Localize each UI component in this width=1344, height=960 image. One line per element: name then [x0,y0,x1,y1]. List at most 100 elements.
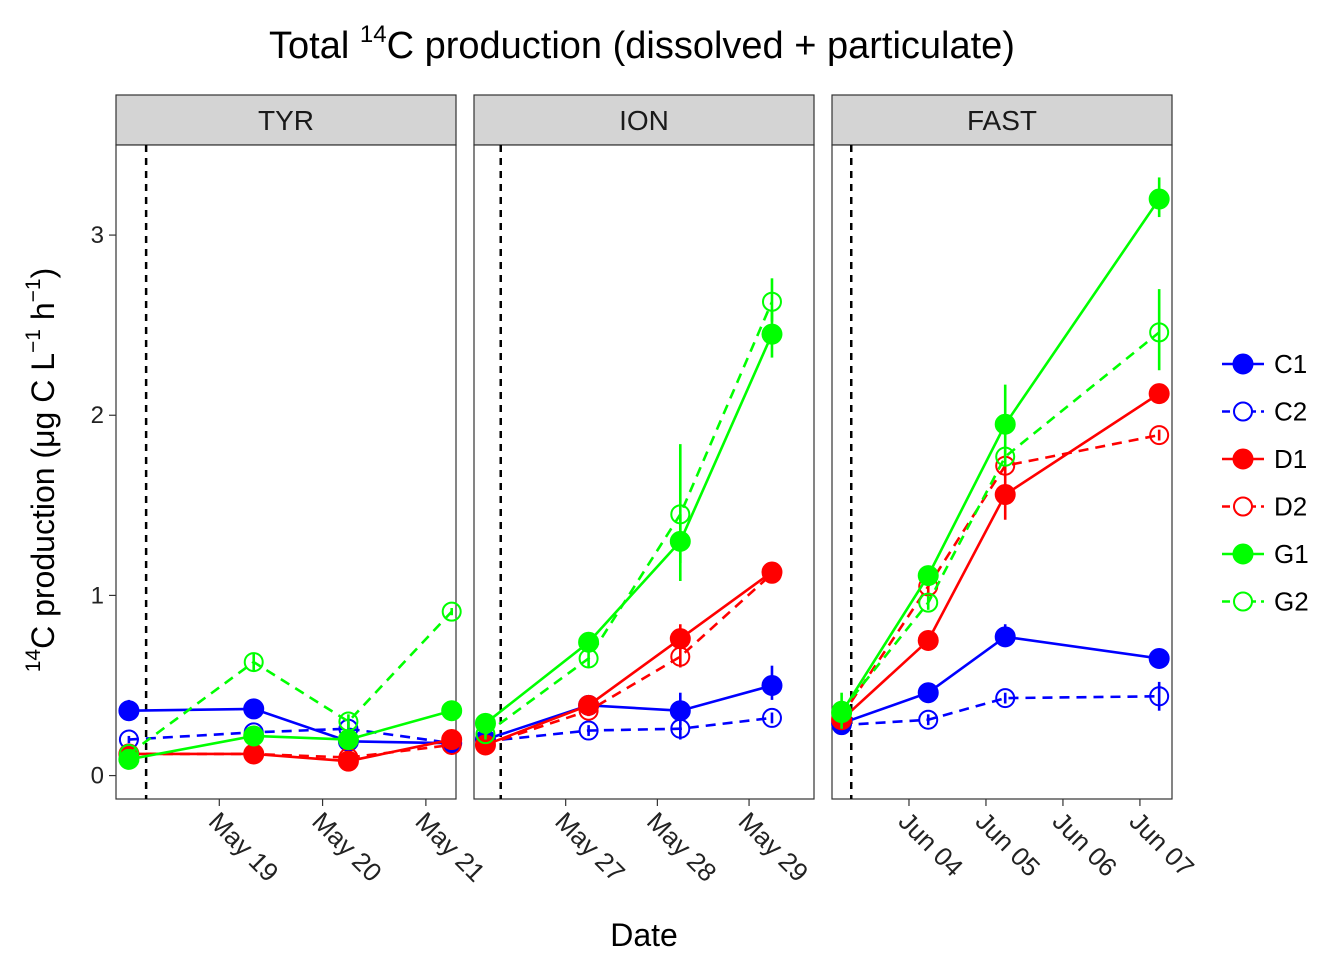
data-point [669,700,691,722]
data-point [761,674,783,696]
x-tick-label: May 19 [203,806,285,888]
facet-strip-label: FAST [967,105,1037,136]
legend-item-c2: C2 [1222,397,1307,427]
chart-title: Total 14C production (dissolved + partic… [269,21,1015,67]
facet-panels: TYR 0 1 2 3 May 19 May 20 May 21 ION May 27 May 28… [91,94,1200,888]
data-point [761,291,782,312]
x-tick-label: May 21 [410,806,492,888]
data-point [243,698,265,720]
data-point [994,484,1016,506]
legend-key-point [1233,591,1253,612]
series-g2 [118,601,462,764]
series-line [485,572,773,747]
legend-item-g1: G1 [1222,539,1309,569]
data-point [670,718,691,739]
panel-tyr: TYR 0 1 2 3 May 19 May 20 May 21 [91,94,492,888]
data-point [918,709,939,730]
legend: C1 C2 D1 D2 G1 G2 [1222,349,1309,617]
legend-key-point [1232,353,1254,375]
series-line [484,333,774,725]
y-tick-label: 0 [91,763,104,790]
y-axis-label: 14C production (μg C L−1 h−1) [22,268,61,673]
data-point [761,563,782,584]
x-tick-label: May 20 [306,806,388,888]
legend-label: D1 [1274,444,1307,474]
y-tick-label: 3 [91,222,104,249]
legend-label: G2 [1274,587,1309,617]
data-point [441,734,462,755]
series-line [485,684,773,741]
facet-strip [115,94,457,146]
series-line [840,433,1160,717]
data-point [831,700,852,721]
data-point [1148,188,1170,210]
legend-label: C1 [1274,349,1307,379]
series-g1 [118,700,463,770]
data-point [918,592,939,613]
legend-key-point [1233,496,1253,517]
series-line [128,743,452,759]
facet-strip [831,94,1173,146]
data-point [917,629,939,651]
data-point [917,682,939,704]
y-tick-label: 2 [91,402,104,429]
data-point [243,725,265,747]
legend-label: D2 [1274,492,1307,522]
data-point [441,729,463,751]
x-tick-label: May 28 [641,806,723,888]
data-point [670,646,691,667]
facet-strip [473,94,815,146]
series-g2 [831,289,1170,729]
data-point [441,601,462,622]
data-point [118,700,140,722]
panel-frame [473,144,815,800]
series-line [484,570,773,747]
series-line [841,635,1160,725]
series-d2 [475,563,782,755]
series-line [485,716,773,743]
data-point [994,626,1016,648]
data-point [118,743,139,764]
data-point [994,413,1016,435]
data-point [1149,425,1170,446]
x-tick-label: May 27 [549,806,631,888]
data-point [1149,686,1170,707]
data-point [118,748,140,770]
legend-item-d1: D1 [1222,444,1307,474]
x-tick-label: Jun 07 [1124,806,1200,882]
data-point [578,648,599,669]
series-g2 [475,278,782,745]
data-point [1149,322,1170,343]
series-line [840,392,1160,721]
series-line [840,331,1160,712]
panel-fast: FAST Jun 04 Jun 05 Jun 06 Jun 07 [831,94,1200,882]
data-point [578,720,599,741]
series-line [840,198,1161,714]
data-point [669,628,691,650]
data-point [995,446,1016,467]
facet-strip-label: TYR [258,105,314,136]
legend-item-c1: C1 [1222,349,1307,379]
data-point [761,707,782,728]
series-line [128,738,452,763]
series-line [128,709,453,761]
legend-label: C2 [1274,397,1307,427]
data-point [338,711,359,732]
x-tick-label: Jun 06 [1047,806,1123,882]
legend-label: G1 [1274,539,1309,569]
data-point [243,652,264,673]
legend-item-d2: D2 [1222,492,1307,522]
data-point [761,323,783,345]
series-line [841,695,1160,727]
data-point [337,729,359,751]
x-axis-label: Date [610,917,678,953]
series-line [484,301,774,736]
series-line [128,727,452,745]
data-point [670,504,691,525]
data-point [475,724,496,745]
legend-key-point [1233,401,1253,422]
data-point [1148,383,1170,405]
data-point [441,700,463,722]
legend-item-g2: G2 [1222,587,1309,617]
